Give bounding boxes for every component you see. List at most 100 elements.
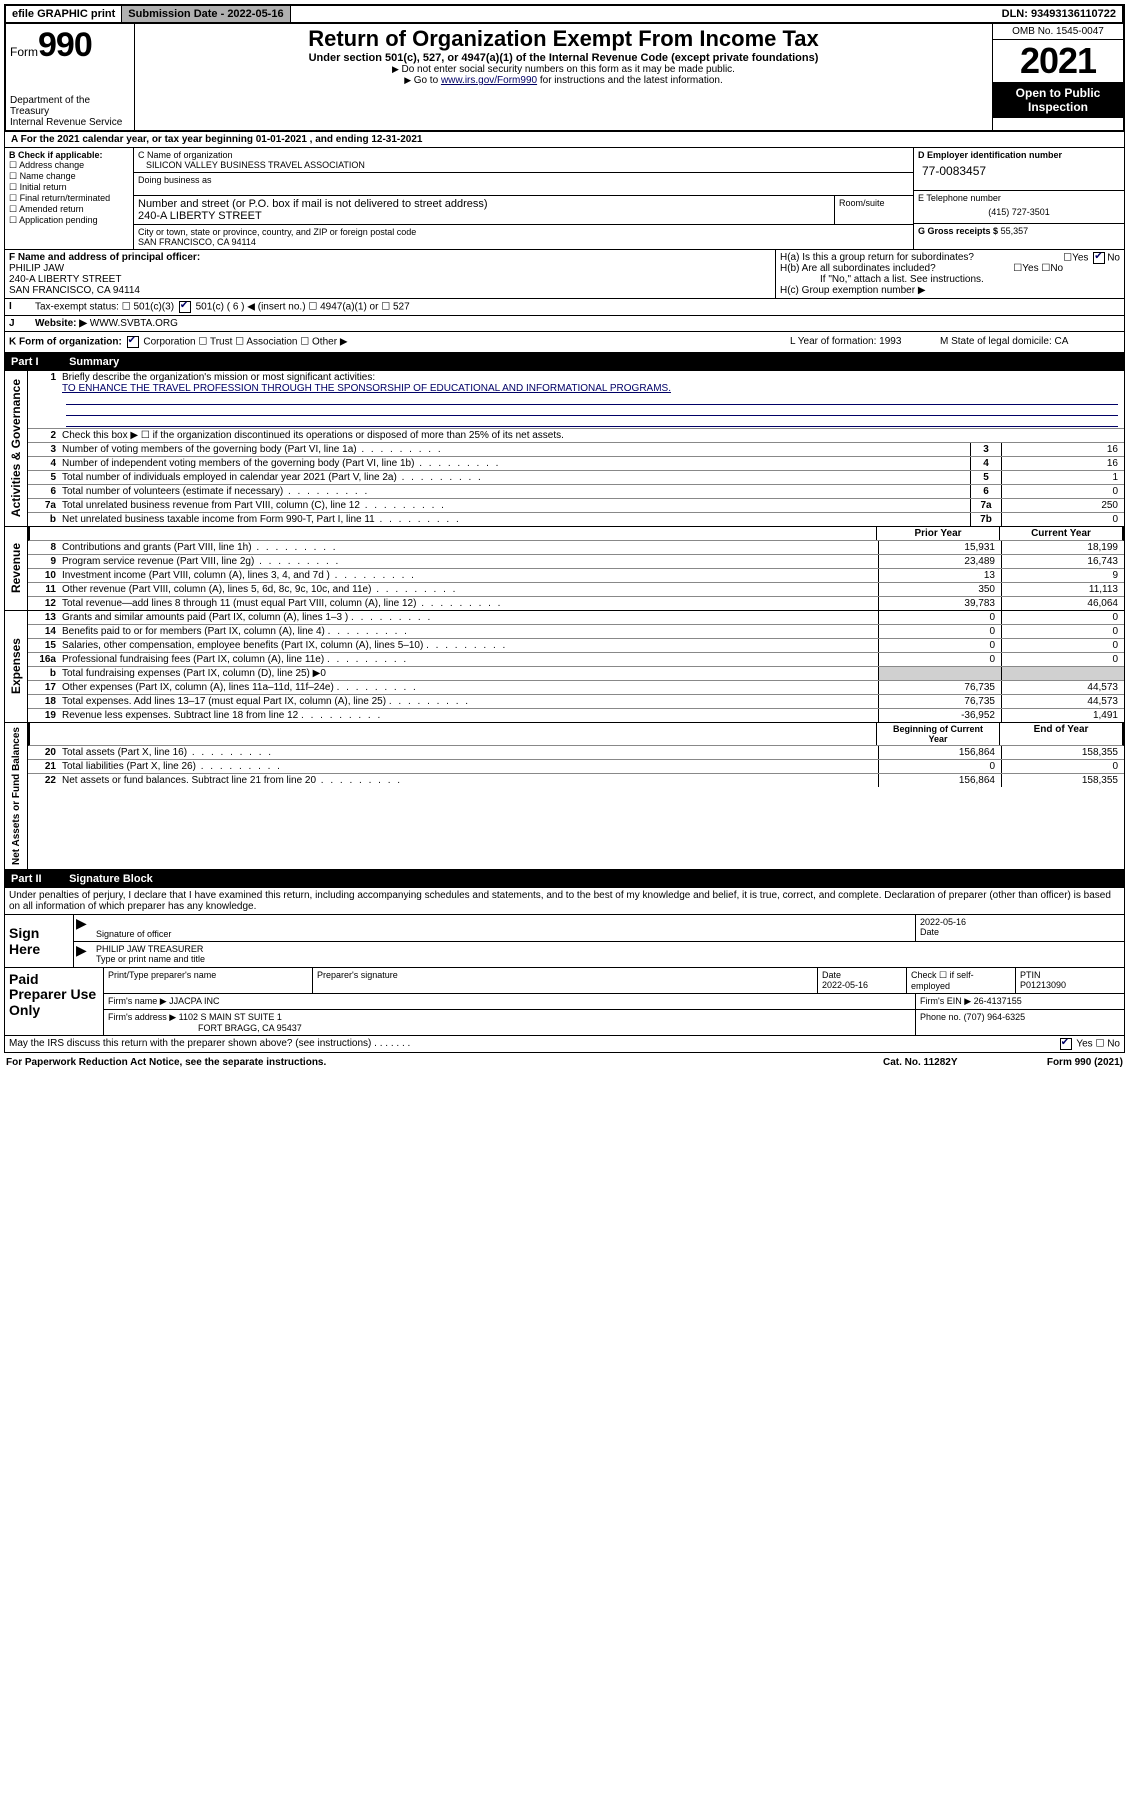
table-row: 18Total expenses. Add lines 13–17 (must … bbox=[28, 695, 1124, 709]
col-c: C Name of organization SILICON VALLEY BU… bbox=[134, 148, 913, 249]
net-body: Beginning of Current Year End of Year 20… bbox=[28, 723, 1124, 869]
ein-val: 77-0083457 bbox=[918, 160, 1120, 188]
ein-lbl: D Employer identification number bbox=[918, 150, 1120, 160]
form-title: Return of Organization Exempt From Incom… bbox=[141, 26, 986, 52]
form-990-label: Form990 bbox=[10, 26, 130, 65]
hc-row: H(c) Group exemption number ▶ bbox=[780, 285, 1120, 296]
dln-label: DLN: 93493136110722 bbox=[291, 6, 1123, 22]
gov-table: Activities & Governance 1 Briefly descri… bbox=[4, 371, 1125, 527]
table-row: 8Contributions and grants (Part VIII, li… bbox=[28, 541, 1124, 555]
row-klm: K Form of organization: Corporation ☐ Tr… bbox=[4, 332, 1125, 353]
exp-side: Expenses bbox=[5, 611, 28, 722]
perjury-text: Under penalties of perjury, I declare th… bbox=[5, 888, 1124, 914]
firm-addr-line: Firm's address ▶ 1102 S MAIN ST SUITE 1F… bbox=[104, 1010, 1124, 1035]
chk-application-pending[interactable]: ☐ Application pending bbox=[9, 215, 129, 226]
phone-val: (415) 727-3501 bbox=[918, 203, 1120, 221]
hb-row: H(b) Are all subordinates included? ☐Yes… bbox=[780, 263, 1120, 274]
part-i-num: Part I bbox=[11, 356, 66, 368]
sig-date-val: 2022-05-16 bbox=[920, 917, 1120, 927]
row-j: J Website: ▶ WWW.SVBTA.ORG bbox=[4, 316, 1125, 332]
city-val: SAN FRANCISCO, CA 94114 bbox=[138, 237, 909, 247]
chk-name-change[interactable]: ☐ Name change bbox=[9, 171, 129, 182]
l-content: L Year of formation: 1993 bbox=[790, 336, 940, 348]
sig-name-val: PHILIP JAW TREASURER bbox=[96, 944, 1120, 954]
footer-right: Form 990 (2021) bbox=[1003, 1057, 1123, 1068]
table-row: 3Number of voting members of the governi… bbox=[28, 443, 1124, 457]
net-table: Net Assets or Fund Balances Beginning of… bbox=[4, 723, 1125, 870]
ha-no-check[interactable] bbox=[1093, 252, 1105, 264]
f-lbl: F Name and address of principal officer: bbox=[9, 252, 771, 263]
paid-lbl: Paid Preparer Use Only bbox=[5, 968, 104, 1035]
form-number: 990 bbox=[38, 26, 92, 64]
chk-amended-return[interactable]: ☐ Amended return bbox=[9, 204, 129, 215]
hb-note: If "No," attach a list. See instructions… bbox=[780, 274, 1120, 285]
irs-link[interactable]: www.irs.gov/Form990 bbox=[441, 75, 537, 86]
dept-label: Department of the Treasury bbox=[10, 95, 130, 117]
addr-row: Number and street (or P.O. box if mail i… bbox=[134, 196, 913, 225]
addr-lbl: Number and street (or P.O. box if mail i… bbox=[138, 198, 830, 210]
table-row: 6Total number of volunteers (estimate if… bbox=[28, 485, 1124, 499]
city-lbl: City or town, state or province, country… bbox=[138, 227, 909, 237]
table-row: 10Investment income (Part VIII, column (… bbox=[28, 569, 1124, 583]
org-name: SILICON VALLEY BUSINESS TRAVEL ASSOCIATI… bbox=[138, 160, 909, 170]
ssn-note: Do not enter social security numbers on … bbox=[141, 64, 986, 75]
dba-row: Doing business as bbox=[134, 173, 913, 196]
header-right: OMB No. 1545-0047 2021 Open to Public In… bbox=[992, 24, 1123, 130]
net-col-hdr: Beginning of Current Year End of Year bbox=[28, 723, 1124, 746]
b-label: B Check if applicable: bbox=[9, 150, 129, 160]
exp-table: Expenses 13Grants and similar amounts pa… bbox=[4, 611, 1125, 723]
sig-officer-lbl: Signature of officer bbox=[96, 929, 911, 939]
table-row: 12Total revenue—add lines 8 through 11 (… bbox=[28, 597, 1124, 610]
part-ii-title: Signature Block bbox=[69, 873, 153, 885]
line-2: 2Check this box ▶ ☐ if the organization … bbox=[28, 429, 1124, 443]
part-ii-header: Part II Signature Block bbox=[4, 870, 1125, 888]
phone-lbl: E Telephone number bbox=[918, 193, 1120, 203]
i-501c-check[interactable] bbox=[179, 301, 191, 313]
table-row: 5Total number of individuals employed in… bbox=[28, 471, 1124, 485]
table-row: 9Program service revenue (Part VIII, lin… bbox=[28, 555, 1124, 569]
k-content: K Form of organization: Corporation ☐ Tr… bbox=[9, 336, 790, 348]
efile-label: efile GRAPHIC print bbox=[6, 6, 122, 22]
part-i-title: Summary bbox=[69, 356, 119, 368]
paid-preparer-row: Paid Preparer Use Only Print/Type prepar… bbox=[5, 967, 1124, 1035]
sig-date-lbl: Date bbox=[920, 927, 1120, 937]
k-corp-check[interactable] bbox=[127, 336, 139, 348]
submission-date-btn[interactable]: Submission Date - 2022-05-16 bbox=[122, 6, 290, 22]
org-name-row: C Name of organization SILICON VALLEY BU… bbox=[134, 148, 913, 173]
mission-text: TO ENHANCE THE TRAVEL PROFESSION THROUGH… bbox=[62, 383, 671, 394]
goto-note: Go to www.irs.gov/Form990 for instructio… bbox=[141, 75, 986, 86]
col-h: H(a) Is this a group return for subordin… bbox=[775, 250, 1124, 298]
omb-label: OMB No. 1545-0047 bbox=[993, 24, 1123, 40]
chk-address-change[interactable]: ☐ Address change bbox=[9, 160, 129, 171]
footer-mid: Cat. No. 11282Y bbox=[883, 1057, 1003, 1068]
chk-initial-return[interactable]: ☐ Initial return bbox=[9, 182, 129, 193]
dba-lbl: Doing business as bbox=[138, 175, 909, 185]
discuss-yes-check[interactable] bbox=[1060, 1038, 1072, 1050]
paid-hdr-line: Print/Type preparer's name Preparer's si… bbox=[104, 968, 1124, 994]
table-row: 22Net assets or fund balances. Subtract … bbox=[28, 774, 1124, 787]
sign-here-row: Sign Here ▶ Signature of officer 2022-05… bbox=[5, 914, 1124, 967]
rev-col-hdr: Prior Year Current Year bbox=[28, 527, 1124, 541]
goto-pre: Go to bbox=[414, 75, 441, 86]
table-row: bTotal fundraising expenses (Part IX, co… bbox=[28, 667, 1124, 681]
phone-row: E Telephone number (415) 727-3501 bbox=[914, 191, 1124, 224]
i-content: Tax-exempt status: ☐ 501(c)(3) 501(c) ( … bbox=[31, 299, 1124, 315]
ha-row: H(a) Is this a group return for subordin… bbox=[780, 252, 1120, 263]
gross-row: G Gross receipts $ 55,357 bbox=[914, 224, 1124, 238]
period-text: For the 2021 calendar year, or tax year … bbox=[21, 134, 423, 145]
sign-here-lbl: Sign Here bbox=[5, 915, 74, 967]
section-fh: F Name and address of principal officer:… bbox=[4, 250, 1125, 299]
rev-body: Prior Year Current Year 8Contributions a… bbox=[28, 527, 1124, 610]
col-de: D Employer identification number 77-0083… bbox=[913, 148, 1124, 249]
chk-final-return[interactable]: ☐ Final return/terminated bbox=[9, 193, 129, 204]
table-row: 15Salaries, other compensation, employee… bbox=[28, 639, 1124, 653]
j-content: Website: ▶ WWW.SVBTA.ORG bbox=[31, 316, 1124, 331]
sig-officer-line: ▶ Signature of officer 2022-05-16 Date bbox=[74, 915, 1124, 942]
exp-body: 13Grants and similar amounts paid (Part … bbox=[28, 611, 1124, 722]
rev-table: Revenue Prior Year Current Year 8Contrib… bbox=[4, 527, 1125, 611]
table-row: 20Total assets (Part X, line 16)156,8641… bbox=[28, 746, 1124, 760]
rev-side: Revenue bbox=[5, 527, 28, 610]
firm-name-line: Firm's name ▶ JJACPA INC Firm's EIN ▶ 26… bbox=[104, 994, 1124, 1010]
form-subtitle: Under section 501(c), 527, or 4947(a)(1)… bbox=[141, 52, 986, 64]
sign-body: ▶ Signature of officer 2022-05-16 Date ▶… bbox=[74, 915, 1124, 967]
